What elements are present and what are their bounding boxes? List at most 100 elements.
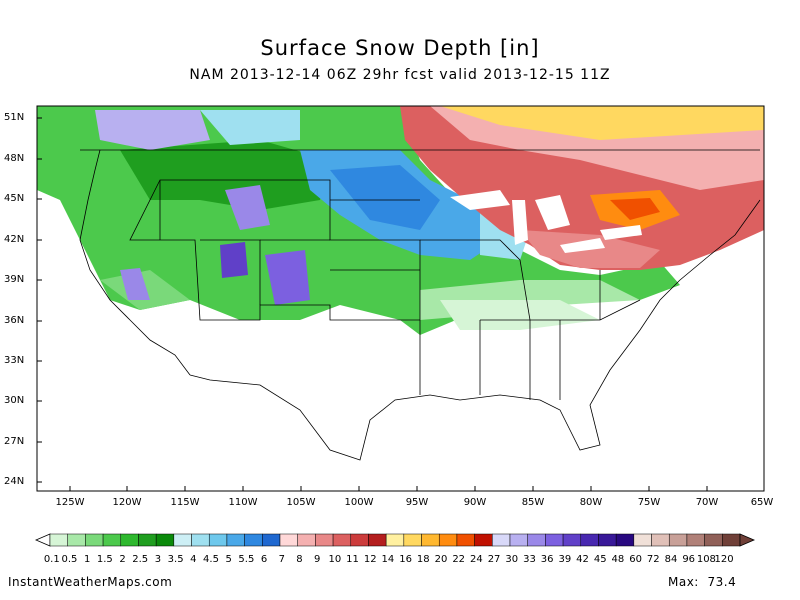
colorbar-label: 22 <box>452 554 466 565</box>
colorbar-swatch <box>368 533 387 547</box>
colorbar-label: 4 <box>190 554 197 565</box>
colorbar-label: 30 <box>505 554 519 565</box>
colorbar-swatch <box>545 533 564 547</box>
lon-label: 120W <box>112 497 142 508</box>
colorbar-swatch <box>173 533 192 547</box>
colorbar-label: 120 <box>714 554 734 565</box>
colorbar-label: 6 <box>260 554 268 565</box>
colorbar-label: 3.5 <box>167 554 184 565</box>
colorbar-swatch <box>226 533 245 547</box>
colorbar-label: 42 <box>576 554 589 565</box>
lon-label: 110W <box>228 497 258 508</box>
colorbar-label: 10 <box>328 554 342 565</box>
colorbar-swatch <box>474 533 493 547</box>
colorbar-label: 33 <box>523 554 536 565</box>
lon-label: 105W <box>286 497 316 508</box>
colorbar-swatch <box>456 533 475 547</box>
map-border <box>36 105 765 492</box>
boundaries <box>79 149 761 461</box>
colorbar-swatch <box>262 533 281 547</box>
lat-label: 33N <box>4 355 25 366</box>
colorbar-swatch <box>509 533 528 547</box>
colorbar-swatch <box>580 533 599 547</box>
colorbar-swatch <box>421 533 440 547</box>
lon-label: 70W <box>695 497 719 508</box>
colorbar-label: 16 <box>399 554 412 565</box>
colorbar-label: 14 <box>381 554 395 565</box>
colorbar-swatch <box>686 533 705 547</box>
colorbar-label: 39 <box>558 554 572 565</box>
colorbar-swatch <box>527 533 546 547</box>
lon-label: 65W <box>750 497 774 508</box>
lat-label: 48N <box>4 153 25 164</box>
colorbar-label: 108 <box>696 554 716 565</box>
lon-ticks <box>69 486 765 491</box>
colorbar-swatch <box>138 533 157 547</box>
lon-label: 95W <box>405 497 429 508</box>
lon-label: 115W <box>170 497 200 508</box>
colorbar-label: 72 <box>646 554 660 565</box>
lat-label: 42N <box>4 234 25 245</box>
colorbar-label: 1.5 <box>96 554 113 565</box>
colorbar-swatch <box>438 533 458 547</box>
colorbar-label: 2 <box>119 554 126 565</box>
colorbar-label: 9 <box>313 554 321 565</box>
colorbar-label: 7 <box>278 554 285 565</box>
colorbar-swatch <box>615 533 635 547</box>
colorbar-swatch <box>191 533 210 547</box>
lon-label: 125W <box>55 497 85 508</box>
lat-label: 39N <box>4 274 25 285</box>
colorbar-swatch <box>668 533 688 547</box>
colorbar-label: 45 <box>593 554 607 565</box>
colorbar-label: 0.5 <box>61 554 78 565</box>
colorbar-label: 48 <box>611 554 625 565</box>
colorbar-swatch <box>492 533 511 547</box>
lon-label: 85W <box>521 497 545 508</box>
colorbar <box>34 533 756 547</box>
lat-label: 51N <box>4 112 25 123</box>
colorbar-label: 60 <box>629 554 642 565</box>
colorbar-label: 5.5 <box>238 554 255 565</box>
lat-label: 36N <box>4 315 25 326</box>
colorbar-label: 4.5 <box>203 554 219 565</box>
lon-label: 90W <box>463 497 487 508</box>
colorbar-label: 18 <box>416 554 430 565</box>
max-readout: Max: 73.4 <box>668 575 736 589</box>
colorbar-swatch <box>155 533 175 547</box>
lat-label: 45N <box>4 193 25 204</box>
colorbar-swatch <box>332 533 352 547</box>
colorbar-swatch <box>562 533 582 547</box>
colorbar-swatch <box>403 533 422 547</box>
colorbar-swatch <box>315 533 334 547</box>
map-subtitle: NAM 2013-12-14 06Z 29hr fcst valid 2013-… <box>189 67 611 83</box>
lat-label: 24N <box>4 476 25 487</box>
snow-depth-field <box>37 106 764 491</box>
colorbar-label: 3 <box>154 554 162 565</box>
site-credit: InstantWeatherMaps.com <box>8 575 173 589</box>
colorbar-label: 11 <box>346 554 359 565</box>
colorbar-swatch <box>208 533 228 547</box>
lat-ticks <box>37 117 42 483</box>
lat-label: 27N <box>4 436 25 447</box>
colorbar-min-arrow <box>34 533 51 547</box>
lon-label: 75W <box>637 497 661 508</box>
colorbar-label: 20 <box>434 554 448 565</box>
colorbar-label: 24 <box>470 554 483 565</box>
max-label: Max: <box>668 575 699 589</box>
colorbar-label: 1 <box>83 554 91 565</box>
colorbar-label: 36 <box>540 554 554 565</box>
colorbar-swatch <box>120 533 139 547</box>
colorbar-swatch <box>651 533 670 547</box>
colorbar-swatch <box>350 533 369 547</box>
colorbar-label: 84 <box>664 554 678 565</box>
colorbar-swatch <box>244 533 263 547</box>
colorbar-swatch <box>722 533 741 547</box>
colorbar-swatch <box>385 533 405 547</box>
colorbar-swatch <box>633 533 652 547</box>
colorbar-swatch <box>297 533 316 547</box>
colorbar-label: 0.1 <box>43 554 60 565</box>
colorbar-label: 5 <box>225 554 232 565</box>
colorbar-label: 8 <box>296 554 303 565</box>
colorbar-swatch <box>704 533 723 547</box>
